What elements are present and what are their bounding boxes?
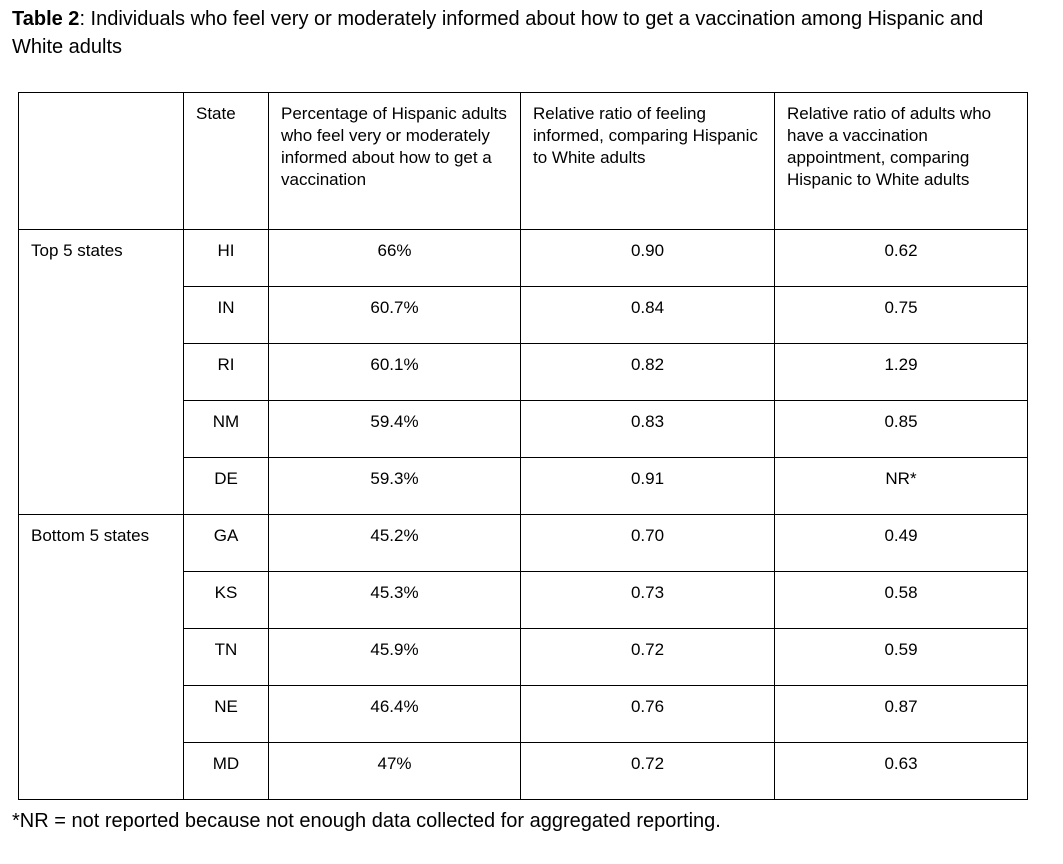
table-row: TN 45.9% 0.72 0.59 [19, 628, 1028, 686]
state-cell: TN [183, 628, 269, 686]
table-row: NE 46.4% 0.76 0.87 [19, 685, 1028, 743]
table-row: RI 60.1% 0.82 1.29 [19, 343, 1028, 401]
group-label-top5: Top 5 states [18, 229, 184, 515]
ratio-informed-cell: 0.83 [520, 400, 775, 458]
pct-cell: 46.4% [268, 685, 521, 743]
pct-cell: 47% [268, 742, 521, 800]
ratio-appointment-cell: NR* [774, 457, 1028, 515]
table-header-row: State Percentage of Hispanic adults who … [18, 92, 1028, 230]
state-cell: GA [183, 514, 269, 572]
ratio-informed-cell: 0.76 [520, 685, 775, 743]
table-title-label: Table 2 [12, 8, 80, 30]
ratio-informed-cell: 0.72 [520, 628, 775, 686]
ratio-appointment-cell: 0.75 [774, 286, 1028, 344]
table-row: NM 59.4% 0.83 0.85 [19, 400, 1028, 458]
table-row: KS 45.3% 0.73 0.58 [19, 571, 1028, 629]
table-row: Top 5 states HI 66% 0.90 0.62 [18, 229, 1028, 515]
table-row: IN 60.7% 0.84 0.75 [19, 286, 1028, 344]
header-state: State [183, 92, 269, 230]
state-cell: IN [183, 286, 269, 344]
ratio-informed-cell: 0.82 [520, 343, 775, 401]
ratio-informed-cell: 0.84 [520, 286, 775, 344]
ratio-appointment-cell: 0.85 [774, 400, 1028, 458]
ratio-appointment-cell: 0.62 [774, 229, 1028, 287]
ratio-appointment-cell: 0.87 [774, 685, 1028, 743]
ratio-informed-cell: 0.70 [520, 514, 775, 572]
pct-cell: 45.9% [268, 628, 521, 686]
header-percentage: Percentage of Hispanic adults who feel v… [268, 92, 521, 230]
pct-cell: 45.3% [268, 571, 521, 629]
group-label-bottom5: Bottom 5 states [18, 514, 184, 800]
pct-cell: 66% [268, 229, 521, 287]
state-cell: HI [183, 229, 269, 287]
ratio-appointment-cell: 0.59 [774, 628, 1028, 686]
ratio-appointment-cell: 0.58 [774, 571, 1028, 629]
header-empty-cell [18, 92, 184, 230]
pct-cell: 45.2% [268, 514, 521, 572]
ratio-informed-cell: 0.72 [520, 742, 775, 800]
pct-cell: 60.7% [268, 286, 521, 344]
table-row: Bottom 5 states GA 45.2% 0.70 0.49 [18, 514, 1028, 800]
ratio-appointment-cell: 0.63 [774, 742, 1028, 800]
state-cell: MD [183, 742, 269, 800]
table-row: DE 59.3% 0.91 NR* [19, 457, 1028, 515]
ratio-informed-cell: 0.90 [520, 229, 775, 287]
pct-cell: 60.1% [268, 343, 521, 401]
ratio-informed-cell: 0.91 [520, 457, 775, 515]
state-cell: NM [183, 400, 269, 458]
state-cell: DE [183, 457, 269, 515]
table-title: Table 2: Individuals who feel very or mo… [12, 5, 987, 61]
pct-cell: 59.3% [268, 457, 521, 515]
ratio-informed-cell: 0.73 [520, 571, 775, 629]
header-ratio-informed: Relative ratio of feeling informed, comp… [520, 92, 775, 230]
state-cell: NE [183, 685, 269, 743]
pct-cell: 59.4% [268, 400, 521, 458]
table-title-text: : Individuals who feel very or moderatel… [12, 8, 984, 58]
data-table: State Percentage of Hispanic adults who … [18, 92, 1028, 800]
footnote: *NR = not reported because not enough da… [12, 810, 721, 832]
state-cell: KS [183, 571, 269, 629]
table-row: MD 47% 0.72 0.63 [19, 742, 1028, 800]
ratio-appointment-cell: 0.49 [774, 514, 1028, 572]
ratio-appointment-cell: 1.29 [774, 343, 1028, 401]
state-cell: RI [183, 343, 269, 401]
header-ratio-appointment: Relative ratio of adults who have a vacc… [774, 92, 1028, 230]
